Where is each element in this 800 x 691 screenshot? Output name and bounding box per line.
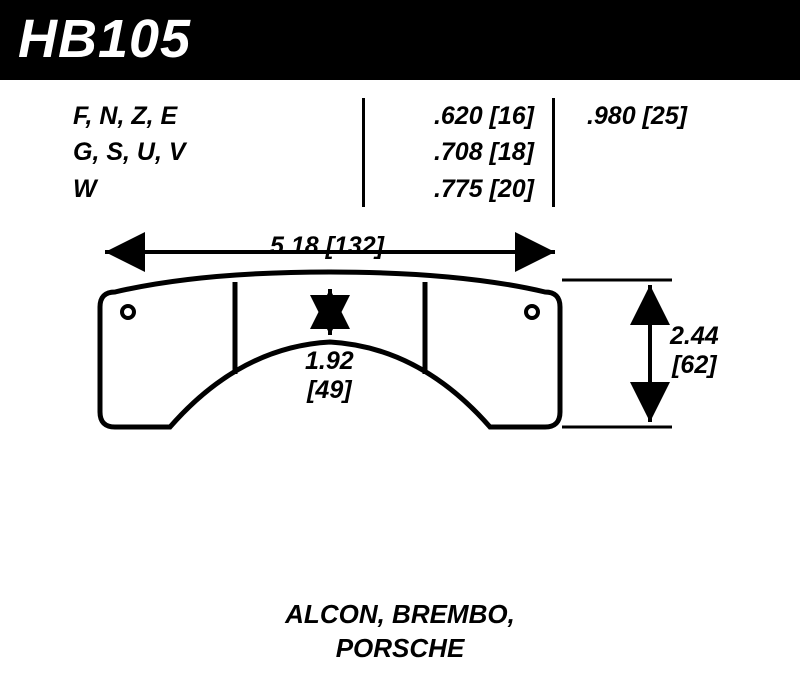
- footer-line1: ALCON, BREMBO,: [0, 598, 800, 632]
- mount-hole-left: [122, 306, 134, 318]
- diagram-area: 5.18 [132] 1.92 [49] 2.44 [62]: [0, 217, 800, 617]
- width-dim-label: 5.18 [132]: [270, 232, 384, 261]
- outer-h-mm: 62: [680, 351, 708, 379]
- compounds-column: F, N, Z, E G, S, U, V W: [55, 98, 365, 207]
- thickness-column: .620 [16] .708 [18] .775 [20]: [365, 98, 555, 207]
- footer-brands: ALCON, BREMBO, PORSCHE: [0, 598, 800, 666]
- outer-h-inch: 2.44: [670, 322, 719, 350]
- inner-h-inch: 1.92: [305, 347, 354, 375]
- thickness-row: .708 [18]: [383, 134, 534, 170]
- outer-height-dim-label: 2.44 [62]: [670, 322, 719, 380]
- header-bar: HB105: [0, 0, 800, 80]
- inner-h-mm: 49: [315, 376, 343, 404]
- compound-row: G, S, U, V: [73, 134, 344, 170]
- compound-row: W: [73, 171, 344, 207]
- extra-column: .980 [25]: [555, 98, 705, 207]
- part-number: HB105: [18, 9, 191, 69]
- width-mm: 132: [334, 232, 376, 260]
- inner-height-dim-label: 1.92 [49]: [305, 347, 354, 405]
- thickness-row: .620 [16]: [383, 98, 534, 134]
- extra-row: .980 [25]: [573, 98, 687, 134]
- thickness-row: .775 [20]: [383, 171, 534, 207]
- brake-pad-svg: [0, 217, 800, 617]
- spec-table: F, N, Z, E G, S, U, V W .620 [16] .708 […: [0, 80, 800, 217]
- footer-line2: PORSCHE: [0, 632, 800, 666]
- width-inch: 5.18: [270, 232, 319, 260]
- mount-hole-right: [526, 306, 538, 318]
- compound-row: F, N, Z, E: [73, 98, 344, 134]
